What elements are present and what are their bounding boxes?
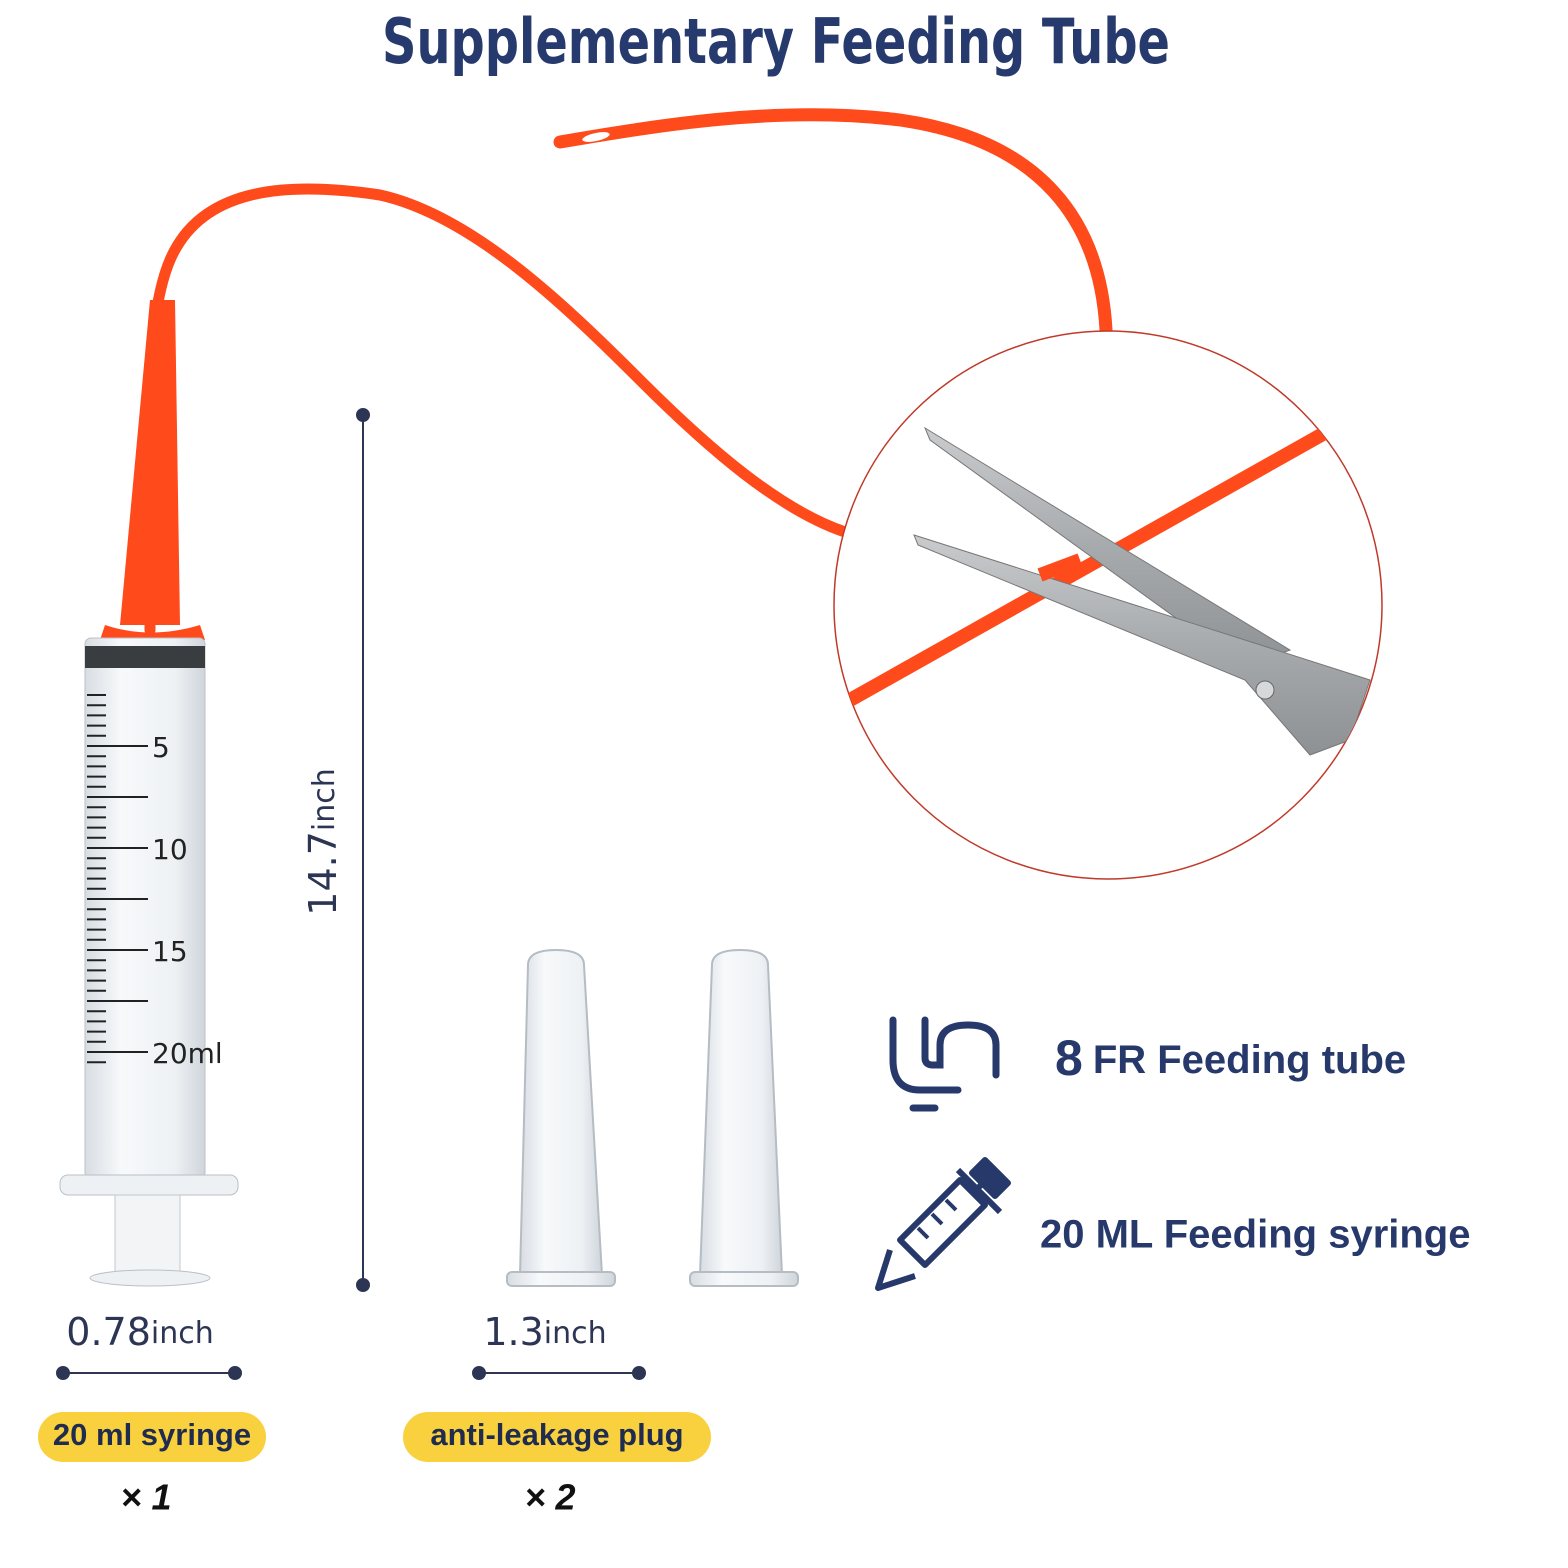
number: 8 (1055, 1030, 1083, 1086)
dimension-lines (56, 408, 646, 1380)
tube-icon (889, 1016, 1000, 1112)
zoom-detail (833, 330, 1383, 880)
title: Supplementary Feeding Tube (382, 5, 1170, 78)
scale-label: 10 (152, 833, 188, 866)
label-pill (38, 1412, 266, 1462)
text: FR Feeding tube (1093, 1038, 1406, 1082)
scale-label: 15 (152, 935, 188, 968)
syringe-icon (875, 1157, 1011, 1291)
number: 14.7 (301, 831, 345, 916)
item-quantity: × 2 (524, 1477, 575, 1518)
unit: inch (151, 1316, 214, 1351)
unit: inch (544, 1316, 607, 1351)
item-label: 20 ml syringe (53, 1417, 251, 1452)
feeding-tube (120, 108, 1113, 636)
feature: 8 FR Feeding tube (1055, 1030, 1406, 1086)
plug-width: 1.3inch (483, 1310, 606, 1354)
number: 0.78 (66, 1310, 151, 1354)
unit: inch (307, 768, 342, 831)
item-quantity: × 1 (120, 1477, 171, 1518)
syringe: 5 10 15 20ml (59, 625, 239, 1287)
item-label: anti-leakage plug (430, 1417, 683, 1452)
feature: 20 ML Feeding syringe (1040, 1213, 1471, 1257)
plugs (506, 948, 799, 1287)
scale-label: 20ml (152, 1037, 223, 1070)
label-pill (403, 1412, 711, 1462)
scale-label: 5 (152, 731, 170, 764)
syringe-width: 0.78inch (66, 1310, 213, 1354)
tube-length: 14.7inch (301, 768, 345, 915)
number: 1.3 (483, 1310, 543, 1354)
